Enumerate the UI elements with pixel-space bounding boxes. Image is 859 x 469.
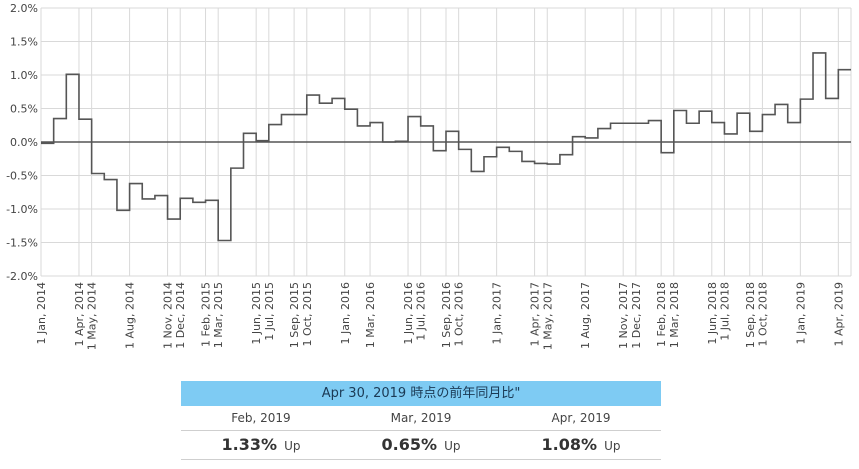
yoy-step-chart: 2.0% 1.5% 1.0% 0.5% 0.0% -0.5% -1.0% -1.5% -2.0%… — [6, 2, 852, 350]
x-tick-label: 1 Jan, 2014 — [35, 282, 48, 344]
x-tick-label: 1 Sep, 2015 — [288, 282, 301, 348]
x-tick-label: 1 Mar, 2015 — [212, 282, 225, 348]
x-tick-label: 1 Feb, 2018 — [655, 282, 668, 347]
x-tick-label: 1 Jun, 2016 — [402, 282, 415, 345]
x-tick-label: 1 Oct, 2015 — [301, 282, 314, 347]
series-line — [41, 52, 851, 242]
y-tick-label: 2.0% — [10, 2, 38, 15]
summary-col-label: Feb, 2019 — [181, 406, 341, 431]
x-tick-label: 1 Jan, 2016 — [339, 282, 352, 344]
x-tick-label: 1 Sep, 2016 — [440, 282, 453, 348]
summary-col-apr: Apr, 2019 1.08% Up — [501, 406, 661, 460]
y-tick-label: -1.5% — [6, 237, 38, 250]
x-tick-label: 1 Apr, 2017 — [529, 282, 542, 347]
x-tick-label: 1 Jun, 2015 — [250, 282, 263, 345]
summary-value-direction: Up — [444, 439, 461, 453]
summary-value-number: 1.08% — [541, 435, 597, 454]
summary-col-label: Apr, 2019 — [501, 406, 661, 431]
x-tick-label: 1 May, 2014 — [86, 282, 99, 350]
x-tick-label: 1 Jul, 2016 — [415, 282, 428, 341]
summary-columns: Feb, 2019 1.33% Up Mar, 2019 0.65% Up Ap… — [181, 406, 661, 460]
x-tick-label: 1 Jan, 2017 — [491, 282, 504, 344]
summary-col-value: 0.65% Up — [341, 431, 501, 460]
summary-header: Apr 30, 2019 時点の前年同月比" — [181, 381, 661, 406]
x-tick-label: 1 Feb, 2015 — [200, 282, 213, 347]
y-tick-label: 0.5% — [10, 103, 38, 116]
summary-table: Apr 30, 2019 時点の前年同月比" Feb, 2019 1.33% U… — [181, 381, 661, 460]
summary-col-value: 1.33% Up — [181, 431, 341, 460]
y-tick-label: -0.5% — [6, 170, 38, 183]
x-tick-label: 1 Aug, 2014 — [124, 282, 137, 349]
summary-value-direction: Up — [284, 439, 301, 453]
y-tick-label: -1.0% — [6, 203, 38, 216]
horizontal-gridlines — [41, 7, 851, 277]
x-tick-label: 1 Mar, 2018 — [668, 282, 681, 348]
x-tick-label: 1 Oct, 2016 — [453, 282, 466, 347]
x-tick-label: 1 Jul, 2018 — [718, 282, 731, 341]
x-tick-label: 1 Nov, 2017 — [617, 282, 630, 349]
x-tick-label: 1 Aug, 2017 — [579, 282, 592, 349]
summary-col-value: 1.08% Up — [501, 431, 661, 460]
y-tick-label: 1.0% — [10, 69, 38, 82]
x-tick-label: 1 Apr, 2019 — [832, 282, 845, 347]
x-tick-label: 1 Jan, 2019 — [794, 282, 807, 344]
x-tick-label: 1 Dec, 2017 — [630, 282, 643, 349]
y-tick-label: 1.5% — [10, 36, 38, 49]
summary-col-feb: Feb, 2019 1.33% Up — [181, 406, 341, 460]
x-tick-label: 1 Apr, 2014 — [73, 282, 86, 347]
x-tick-label: 1 Jul, 2015 — [263, 282, 276, 341]
y-tick-label: 0.0% — [10, 136, 38, 149]
summary-col-mar: Mar, 2019 0.65% Up — [341, 406, 501, 460]
x-axis-tick-labels: 1 Jan, 2014 1 Apr, 2014 1 May, 2014 1 Aug, … — [35, 282, 845, 350]
x-tick-label: 1 Jun, 2018 — [706, 282, 719, 345]
summary-value-direction: Up — [604, 439, 621, 453]
y-tick-label: -2.0% — [6, 270, 38, 283]
y-axis-tick-labels: 2.0% 1.5% 1.0% 0.5% 0.0% -0.5% -1.0% -1.5% -2.0% — [6, 2, 38, 283]
x-tick-label: 1 Sep, 2018 — [744, 282, 757, 348]
x-tick-label: 1 Oct, 2018 — [756, 282, 769, 347]
x-tick-label: 1 May, 2017 — [541, 282, 554, 350]
summary-col-label: Mar, 2019 — [341, 406, 501, 431]
summary-value-number: 1.33% — [221, 435, 277, 454]
summary-value-number: 0.65% — [381, 435, 437, 454]
x-tick-label: 1 Nov, 2014 — [162, 282, 175, 349]
plot-area — [41, 52, 851, 242]
x-tick-label: 1 Dec, 2014 — [174, 282, 187, 349]
x-tick-label: 1 Mar, 2016 — [364, 282, 377, 348]
